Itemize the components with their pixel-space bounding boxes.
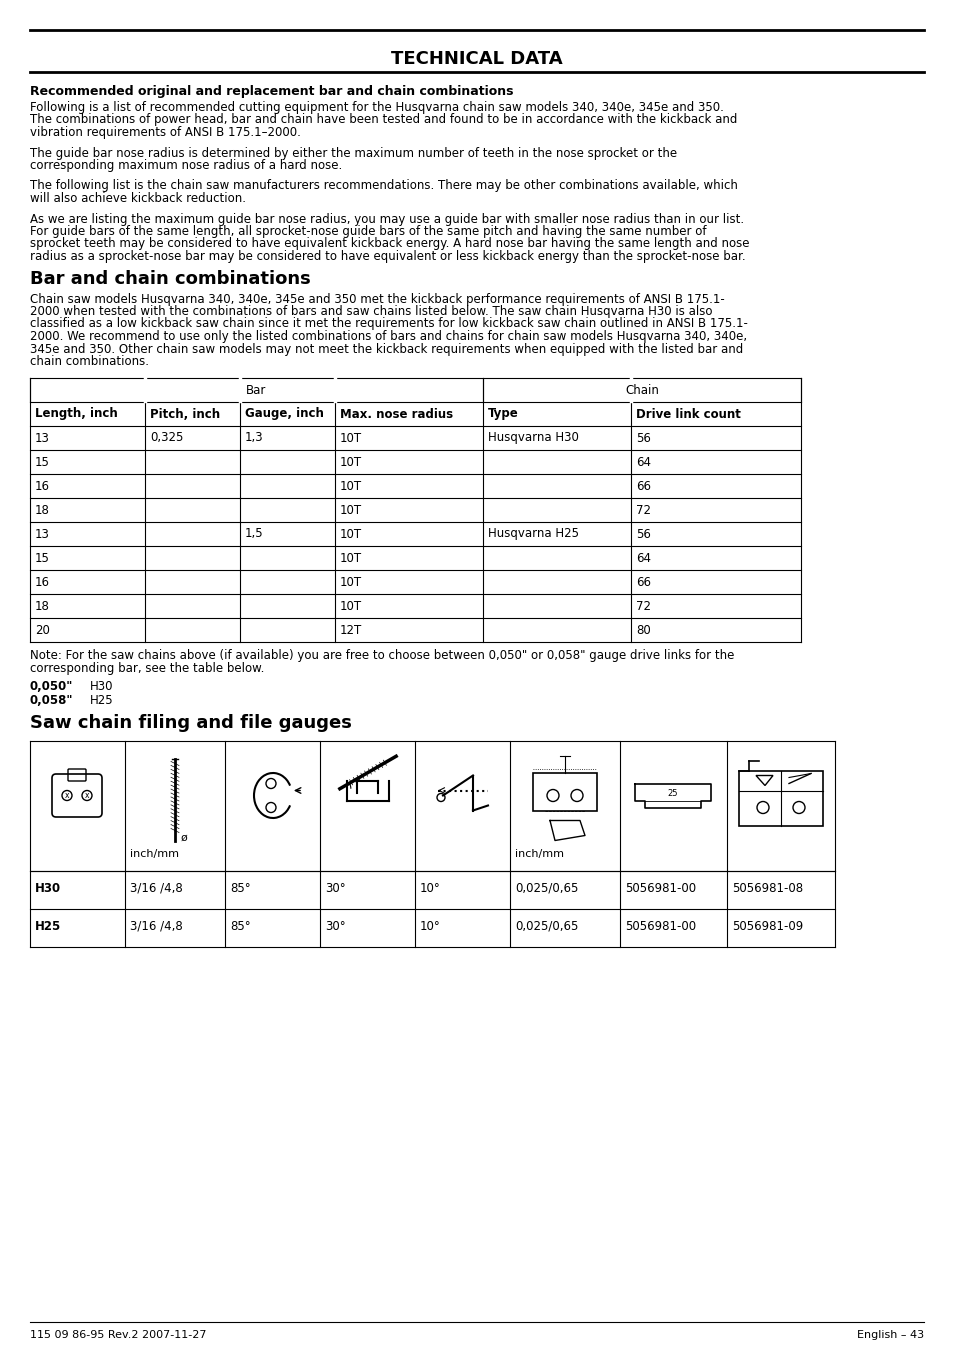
Text: 10T: 10T bbox=[339, 576, 362, 588]
Text: 30°: 30° bbox=[325, 882, 345, 895]
Text: 5056981-08: 5056981-08 bbox=[731, 882, 802, 895]
Text: Gauge, inch: Gauge, inch bbox=[245, 407, 323, 420]
Text: Saw chain filing and file gauges: Saw chain filing and file gauges bbox=[30, 714, 352, 733]
Text: Bar: Bar bbox=[246, 384, 267, 397]
Text: As we are listing the maximum guide bar nose radius, you may use a guide bar wit: As we are listing the maximum guide bar … bbox=[30, 212, 743, 226]
Text: Drive link count: Drive link count bbox=[636, 407, 740, 420]
Text: 25: 25 bbox=[667, 790, 678, 798]
Text: 13: 13 bbox=[35, 431, 50, 445]
Text: 15: 15 bbox=[35, 456, 50, 469]
Text: 10T: 10T bbox=[339, 552, 362, 565]
Text: 64: 64 bbox=[636, 456, 650, 469]
Text: radius as a sprocket-nose bar may be considered to have equivalent or less kickb: radius as a sprocket-nose bar may be con… bbox=[30, 250, 745, 264]
Text: The guide bar nose radius is determined by either the maximum number of teeth in: The guide bar nose radius is determined … bbox=[30, 146, 677, 160]
Text: 18: 18 bbox=[35, 503, 50, 516]
Text: 16: 16 bbox=[35, 576, 50, 588]
Text: 5056981-09: 5056981-09 bbox=[731, 919, 802, 933]
Text: 10T: 10T bbox=[339, 431, 362, 445]
Text: 1,3: 1,3 bbox=[245, 431, 263, 445]
Text: sprocket teeth may be considered to have equivalent kickback energy. A hard nose: sprocket teeth may be considered to have… bbox=[30, 238, 749, 250]
Text: 5056981-00: 5056981-00 bbox=[624, 919, 696, 933]
Text: classified as a low kickback saw chain since it met the requirements for low kic: classified as a low kickback saw chain s… bbox=[30, 318, 747, 330]
Text: 66: 66 bbox=[636, 480, 650, 492]
Text: 72: 72 bbox=[636, 599, 650, 612]
Text: 10T: 10T bbox=[339, 503, 362, 516]
Text: ø: ø bbox=[181, 833, 188, 842]
Text: 13: 13 bbox=[35, 527, 50, 541]
Text: Chain saw models Husqvarna 340, 340e, 345e and 350 met the kickback performance : Chain saw models Husqvarna 340, 340e, 34… bbox=[30, 292, 724, 306]
Text: Bar and chain combinations: Bar and chain combinations bbox=[30, 270, 311, 288]
Text: 15: 15 bbox=[35, 552, 50, 565]
Text: corresponding maximum nose radius of a hard nose.: corresponding maximum nose radius of a h… bbox=[30, 160, 342, 172]
Text: 10T: 10T bbox=[339, 599, 362, 612]
Text: The following list is the chain saw manufacturers recommendations. There may be : The following list is the chain saw manu… bbox=[30, 180, 737, 192]
Text: Husqvarna H30: Husqvarna H30 bbox=[488, 431, 578, 445]
Text: Husqvarna H25: Husqvarna H25 bbox=[488, 527, 578, 541]
Text: 56: 56 bbox=[636, 431, 650, 445]
Text: The combinations of power head, bar and chain have been tested and found to be i: The combinations of power head, bar and … bbox=[30, 114, 737, 127]
Text: x: x bbox=[65, 791, 70, 800]
Text: 10T: 10T bbox=[339, 480, 362, 492]
Text: H30: H30 bbox=[35, 882, 61, 895]
Text: Max. nose radius: Max. nose radius bbox=[339, 407, 453, 420]
Text: 0,025/0,65: 0,025/0,65 bbox=[515, 919, 578, 933]
Text: Recommended original and replacement bar and chain combinations: Recommended original and replacement bar… bbox=[30, 85, 513, 97]
Text: will also achieve kickback reduction.: will also achieve kickback reduction. bbox=[30, 192, 246, 206]
Text: 115 09 86-95 Rev.2 2007-11-27: 115 09 86-95 Rev.2 2007-11-27 bbox=[30, 1330, 206, 1340]
Text: Length, inch: Length, inch bbox=[35, 407, 117, 420]
Text: 12T: 12T bbox=[339, 623, 362, 637]
Bar bbox=[739, 771, 822, 826]
Text: 64: 64 bbox=[636, 552, 650, 565]
Text: 0,058": 0,058" bbox=[30, 695, 73, 707]
Text: Following is a list of recommended cutting equipment for the Husqvarna chain saw: Following is a list of recommended cutti… bbox=[30, 101, 723, 114]
Text: chain combinations.: chain combinations. bbox=[30, 356, 149, 368]
Bar bbox=[533, 772, 597, 810]
Text: Pitch, inch: Pitch, inch bbox=[150, 407, 220, 420]
Text: Type: Type bbox=[488, 407, 518, 420]
Text: 3/16 /4,8: 3/16 /4,8 bbox=[130, 882, 183, 895]
Text: inch/mm: inch/mm bbox=[515, 849, 563, 859]
Text: 2000 when tested with the combinations of bars and saw chains listed below. The : 2000 when tested with the combinations o… bbox=[30, 306, 712, 318]
Text: 72: 72 bbox=[636, 503, 650, 516]
Text: 5056981-00: 5056981-00 bbox=[624, 882, 696, 895]
Text: TECHNICAL DATA: TECHNICAL DATA bbox=[391, 50, 562, 68]
Text: Note: For the saw chains above (if available) you are free to choose between 0,0: Note: For the saw chains above (if avail… bbox=[30, 649, 734, 662]
Text: English – 43: English – 43 bbox=[856, 1330, 923, 1340]
Text: 85°: 85° bbox=[230, 919, 251, 933]
Text: 16: 16 bbox=[35, 480, 50, 492]
Text: 10°: 10° bbox=[419, 882, 440, 895]
Text: 80: 80 bbox=[636, 623, 650, 637]
Text: 85°: 85° bbox=[230, 882, 251, 895]
Text: 10°: 10° bbox=[419, 919, 440, 933]
Text: 30°: 30° bbox=[325, 919, 345, 933]
Text: vibration requirements of ANSI B 175.1–2000.: vibration requirements of ANSI B 175.1–2… bbox=[30, 126, 300, 139]
Text: 0,325: 0,325 bbox=[150, 431, 183, 445]
Text: x: x bbox=[85, 791, 90, 800]
Text: 3/16 /4,8: 3/16 /4,8 bbox=[130, 919, 183, 933]
Text: For guide bars of the same length, all sprocket-nose guide bars of the same pitc: For guide bars of the same length, all s… bbox=[30, 224, 706, 238]
Text: Chain: Chain bbox=[624, 384, 659, 397]
Text: H25: H25 bbox=[35, 919, 61, 933]
Text: 2000. We recommend to use only the listed combinations of bars and chains for ch: 2000. We recommend to use only the liste… bbox=[30, 330, 746, 343]
Text: inch/mm: inch/mm bbox=[130, 849, 179, 859]
Text: 10T: 10T bbox=[339, 527, 362, 541]
Text: corresponding bar, see the table below.: corresponding bar, see the table below. bbox=[30, 662, 264, 675]
Text: 1,5: 1,5 bbox=[245, 527, 263, 541]
Text: H25: H25 bbox=[90, 695, 113, 707]
Text: 20: 20 bbox=[35, 623, 50, 637]
Text: 56: 56 bbox=[636, 527, 650, 541]
Text: 0,050": 0,050" bbox=[30, 680, 73, 694]
Text: 10T: 10T bbox=[339, 456, 362, 469]
Text: 18: 18 bbox=[35, 599, 50, 612]
Text: 66: 66 bbox=[636, 576, 650, 588]
Text: H30: H30 bbox=[90, 680, 113, 694]
Text: 345e and 350. Other chain saw models may not meet the kickback requirements when: 345e and 350. Other chain saw models may… bbox=[30, 342, 742, 356]
Text: 0,025/0,65: 0,025/0,65 bbox=[515, 882, 578, 895]
